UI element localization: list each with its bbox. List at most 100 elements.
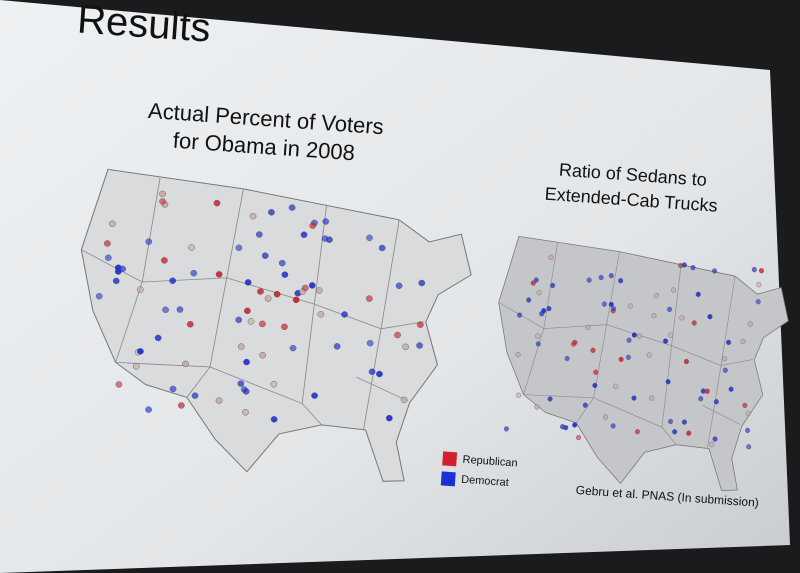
map-dot	[625, 354, 631, 360]
map-dot	[516, 392, 522, 398]
map-dot	[564, 355, 570, 362]
map-dot	[756, 281, 762, 288]
map-dot	[137, 348, 144, 355]
map-dot	[169, 277, 177, 284]
map-dot	[235, 316, 243, 324]
map-dot	[270, 381, 278, 388]
map-dot	[395, 282, 403, 289]
map-dot	[317, 311, 325, 318]
map-dot	[103, 240, 111, 247]
map-dot	[626, 337, 632, 343]
map-dot	[368, 368, 376, 375]
map-dot	[695, 291, 701, 297]
map-dot	[242, 409, 249, 416]
map-dot	[402, 343, 409, 350]
map-dot	[691, 320, 697, 326]
legend-label: Republican	[462, 454, 518, 470]
map-dot	[672, 429, 678, 435]
map-dot	[244, 279, 252, 286]
map-dot	[547, 396, 553, 402]
map-dot	[243, 358, 250, 366]
map-dot	[237, 343, 245, 350]
map-dot	[237, 380, 245, 387]
map-dot	[281, 323, 288, 331]
map-dot	[418, 279, 426, 287]
map-dot	[315, 287, 323, 294]
map-dot	[109, 220, 116, 227]
map-dot	[301, 284, 309, 292]
map-dot	[631, 332, 637, 338]
map-dot	[288, 204, 296, 211]
map-dot	[145, 238, 153, 245]
map-dot	[169, 385, 177, 393]
left-map	[66, 167, 478, 487]
map-dot	[159, 198, 166, 205]
map-dot	[722, 367, 728, 373]
map-dot	[667, 306, 673, 313]
map-dot	[747, 321, 753, 327]
map-dot	[668, 418, 674, 425]
map-dot	[536, 290, 542, 296]
map-dot	[585, 324, 591, 331]
map-dot	[740, 338, 746, 345]
map-dot	[665, 379, 671, 385]
map-dot	[176, 306, 184, 313]
map-dot	[400, 396, 408, 404]
map-dot	[503, 426, 509, 432]
map-dot	[608, 301, 614, 308]
map-dot	[686, 430, 692, 436]
map-dot	[649, 395, 655, 401]
map-dot	[104, 254, 112, 261]
map-dot	[651, 313, 657, 319]
map-dot	[264, 295, 272, 302]
map-dot	[341, 311, 348, 318]
map-dot	[681, 419, 687, 425]
map-dot	[608, 273, 614, 279]
map-dot	[394, 331, 401, 339]
map-dot	[713, 399, 719, 405]
map-dot	[213, 199, 221, 207]
map-dot	[273, 291, 281, 298]
map-dot	[598, 274, 604, 281]
legend-label: Democrat	[461, 474, 509, 489]
map-dot	[535, 333, 541, 339]
map-dot	[133, 363, 140, 370]
map-dot	[115, 381, 123, 388]
map-dot	[300, 231, 308, 238]
map-dot	[177, 402, 185, 409]
map-dot	[255, 231, 263, 238]
map-dot	[321, 235, 329, 242]
map-dot	[541, 308, 547, 314]
map-dot	[758, 268, 764, 274]
map-dot	[190, 269, 198, 277]
map-dot	[654, 292, 660, 299]
map-dot	[215, 271, 223, 278]
map-dot	[690, 265, 696, 271]
map-dot	[728, 386, 734, 392]
slide-title: Results	[76, 0, 212, 51]
map-dot	[668, 332, 674, 338]
map-dot	[289, 344, 297, 352]
map-dot	[548, 254, 554, 260]
map-dot	[590, 347, 596, 353]
map-dot	[186, 321, 194, 328]
map-dot	[681, 262, 687, 268]
map-dot	[726, 339, 732, 346]
legend-swatch	[440, 471, 456, 487]
map-dot	[376, 370, 383, 378]
map-dot	[550, 282, 556, 289]
map-dot	[365, 295, 373, 302]
map-dot	[751, 266, 757, 273]
map-dot	[610, 423, 616, 429]
map-dot	[683, 358, 689, 365]
map-dot	[270, 416, 278, 423]
map-dot	[712, 268, 718, 274]
right-map	[486, 234, 794, 495]
map-dot	[526, 297, 532, 303]
map-dot	[259, 352, 266, 359]
map-dot	[755, 299, 761, 305]
map-dot	[535, 341, 541, 347]
map-dot	[182, 360, 189, 368]
map-dot	[746, 444, 752, 450]
